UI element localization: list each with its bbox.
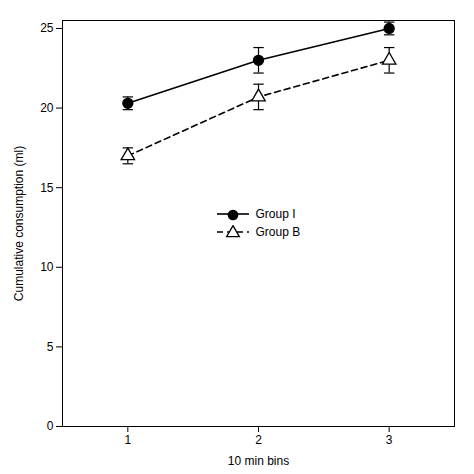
svg-text:Cumulative consumption (ml): Cumulative consumption (ml) <box>12 146 26 301</box>
svg-text:10: 10 <box>40 260 54 274</box>
html-text:Group I: Group I <box>255 207 296 221</box>
svg-text:3: 3 <box>386 433 393 447</box>
svg-text:2: 2 <box>255 433 262 447</box>
svg-text:5: 5 <box>47 340 54 354</box>
svg-text:20: 20 <box>40 101 54 115</box>
svg-text:25: 25 <box>40 21 54 35</box>
html-text:Group B: Group B <box>255 225 301 239</box>
svg-text:15: 15 <box>40 181 54 195</box>
svg-text:10 min bins: 10 min bins <box>228 454 289 468</box>
svg-text:0: 0 <box>47 419 54 433</box>
svg-text:1: 1 <box>124 433 131 447</box>
